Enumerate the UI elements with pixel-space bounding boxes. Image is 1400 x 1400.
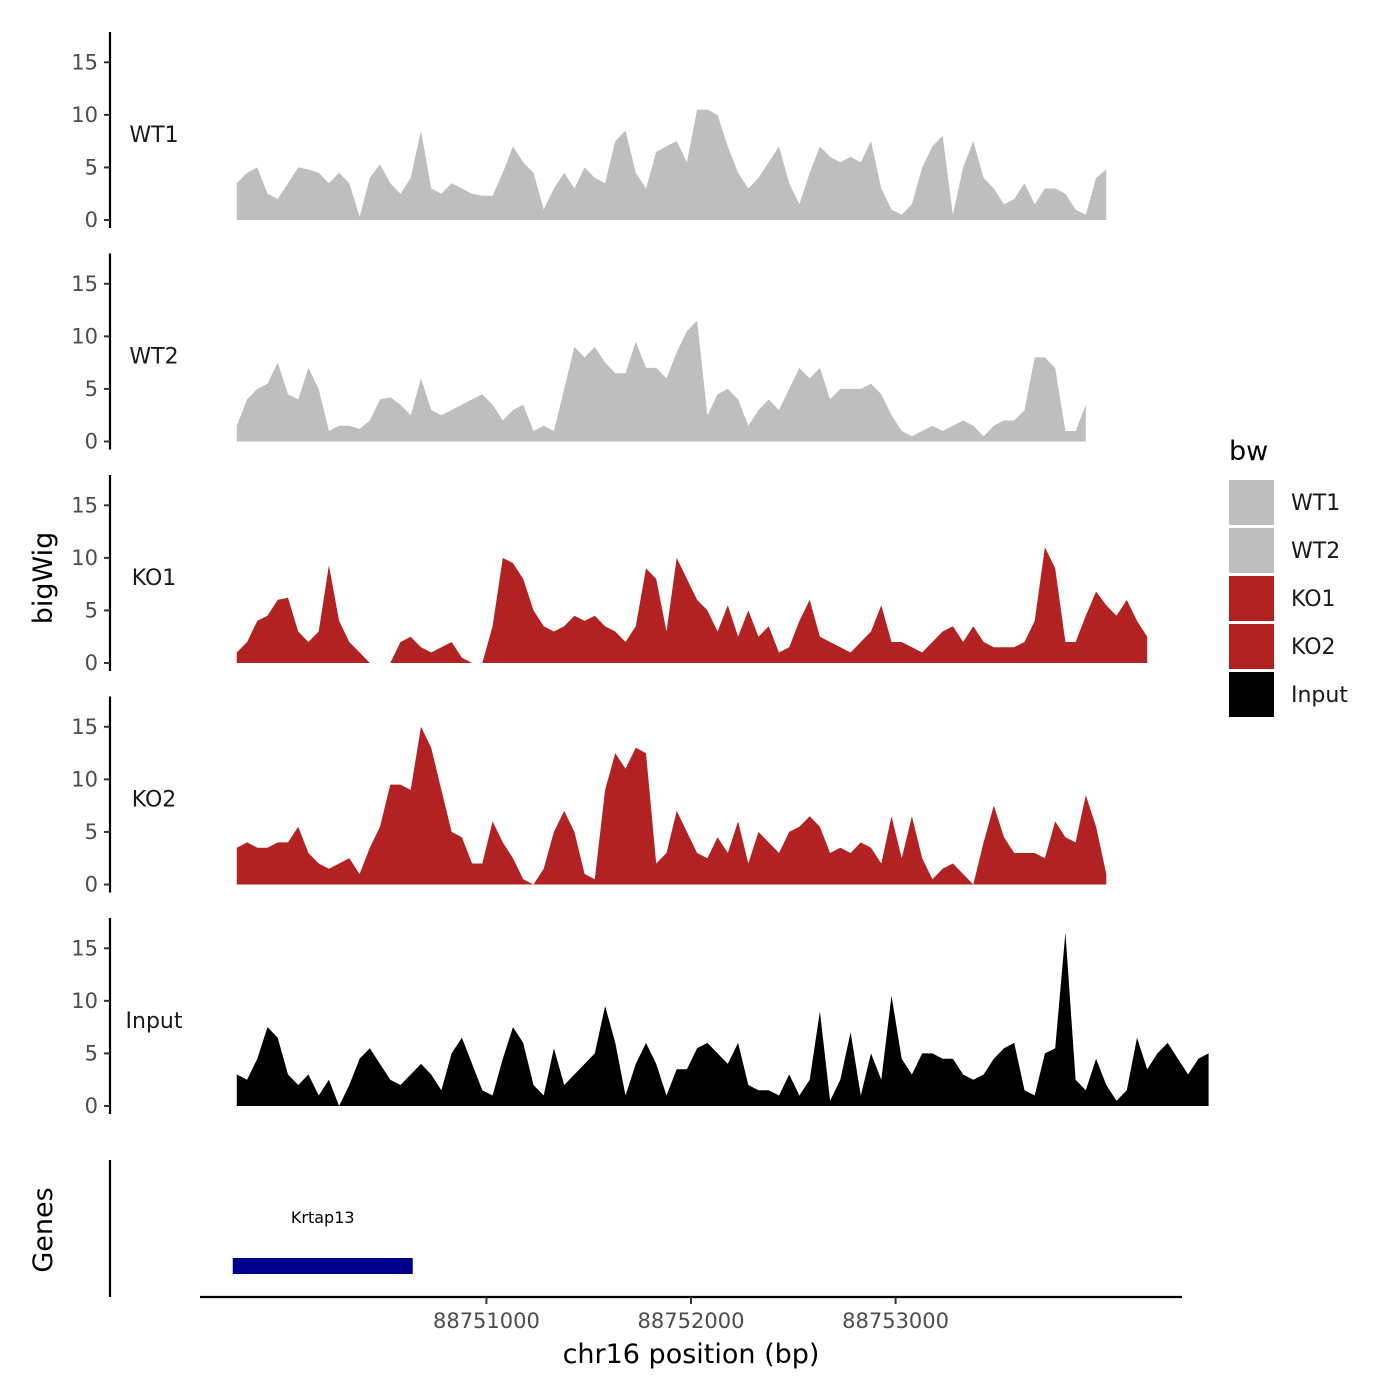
y-tick-label: 10 xyxy=(71,103,98,127)
y-tick-label: 15 xyxy=(71,493,98,517)
gene-label: Krtap13 xyxy=(291,1208,355,1227)
y-tick-label: 0 xyxy=(85,1094,98,1118)
legend-label: WT1 xyxy=(1291,491,1340,516)
gene-body xyxy=(232,1258,413,1274)
signal-tracks: 0 5 10 15 WT1 0 5 10 15 WT2 0 5 10 15 KO1 0 5 10 15 KO2 0 5 10… xyxy=(71,32,1209,1118)
x-tick-label: 88753000 xyxy=(842,1309,949,1333)
legend-label: KO1 xyxy=(1291,587,1336,612)
track-ko2: 0 5 10 15 KO2 xyxy=(71,696,1107,897)
y-tick-label: 10 xyxy=(71,767,98,791)
y-tick-label: 0 xyxy=(85,651,98,675)
legend-label: KO2 xyxy=(1291,635,1336,660)
legend-swatch xyxy=(1229,576,1274,621)
y-tick-label: 15 xyxy=(71,50,98,74)
y-tick-label: 15 xyxy=(71,715,98,739)
y-tick-label: 0 xyxy=(85,430,98,454)
y-tick-label: 0 xyxy=(85,208,98,232)
gene-track: Genes Krtap13 xyxy=(28,1160,413,1297)
y-tick-label: 5 xyxy=(85,1041,98,1065)
y-tick-label: 5 xyxy=(85,598,98,622)
y-tick-label: 0 xyxy=(85,873,98,897)
y-tick-label: 10 xyxy=(71,989,98,1013)
signal-area-ko1 xyxy=(236,547,1148,663)
y-tick-label: 5 xyxy=(85,155,98,179)
track-wt1: 0 5 10 15 WT1 xyxy=(71,32,1107,232)
x-tick-label: 88751000 xyxy=(433,1309,540,1333)
track-label: KO1 xyxy=(132,566,177,591)
legend-swatch xyxy=(1229,624,1274,669)
y-tick-label: 15 xyxy=(71,272,98,296)
y-axis-title: bigWig xyxy=(28,532,59,625)
track-label: Input xyxy=(126,1009,183,1034)
track-label: WT2 xyxy=(129,345,178,370)
signal-area-input xyxy=(236,932,1209,1106)
track-label: KO2 xyxy=(132,788,177,813)
legend-label: WT2 xyxy=(1291,539,1340,564)
x-axis: 88751000 88752000 88753000 chr16 position (… xyxy=(200,1295,1182,1370)
y-tick-label: 15 xyxy=(71,936,98,960)
y-tick-label: 10 xyxy=(71,546,98,570)
legend-label: Input xyxy=(1291,683,1348,708)
y-tick-label: 5 xyxy=(85,377,98,401)
x-tick-label: 88752000 xyxy=(638,1309,745,1333)
y-tick-label: 5 xyxy=(85,820,98,844)
track-input: 0 5 10 15 Input xyxy=(71,918,1209,1118)
y-tick-label: 10 xyxy=(71,324,98,348)
legend-title: bw xyxy=(1229,436,1268,467)
legend-swatch xyxy=(1229,528,1274,573)
x-axis-title: chr16 position (bp) xyxy=(563,1339,820,1370)
signal-area-wt2 xyxy=(236,320,1086,442)
legend: bw WT1 WT2 KO1 KO2 Input xyxy=(1229,436,1348,717)
genes-track-title: Genes xyxy=(28,1187,59,1272)
track-wt2: 0 5 10 15 WT2 xyxy=(71,253,1086,454)
track-ko1: 0 5 10 15 KO1 xyxy=(71,475,1148,675)
legend-swatch xyxy=(1229,672,1274,717)
signal-area-ko2 xyxy=(236,726,1107,885)
legend-swatch xyxy=(1229,480,1274,525)
signal-area-wt1 xyxy=(236,109,1107,220)
track-label: WT1 xyxy=(129,123,178,148)
